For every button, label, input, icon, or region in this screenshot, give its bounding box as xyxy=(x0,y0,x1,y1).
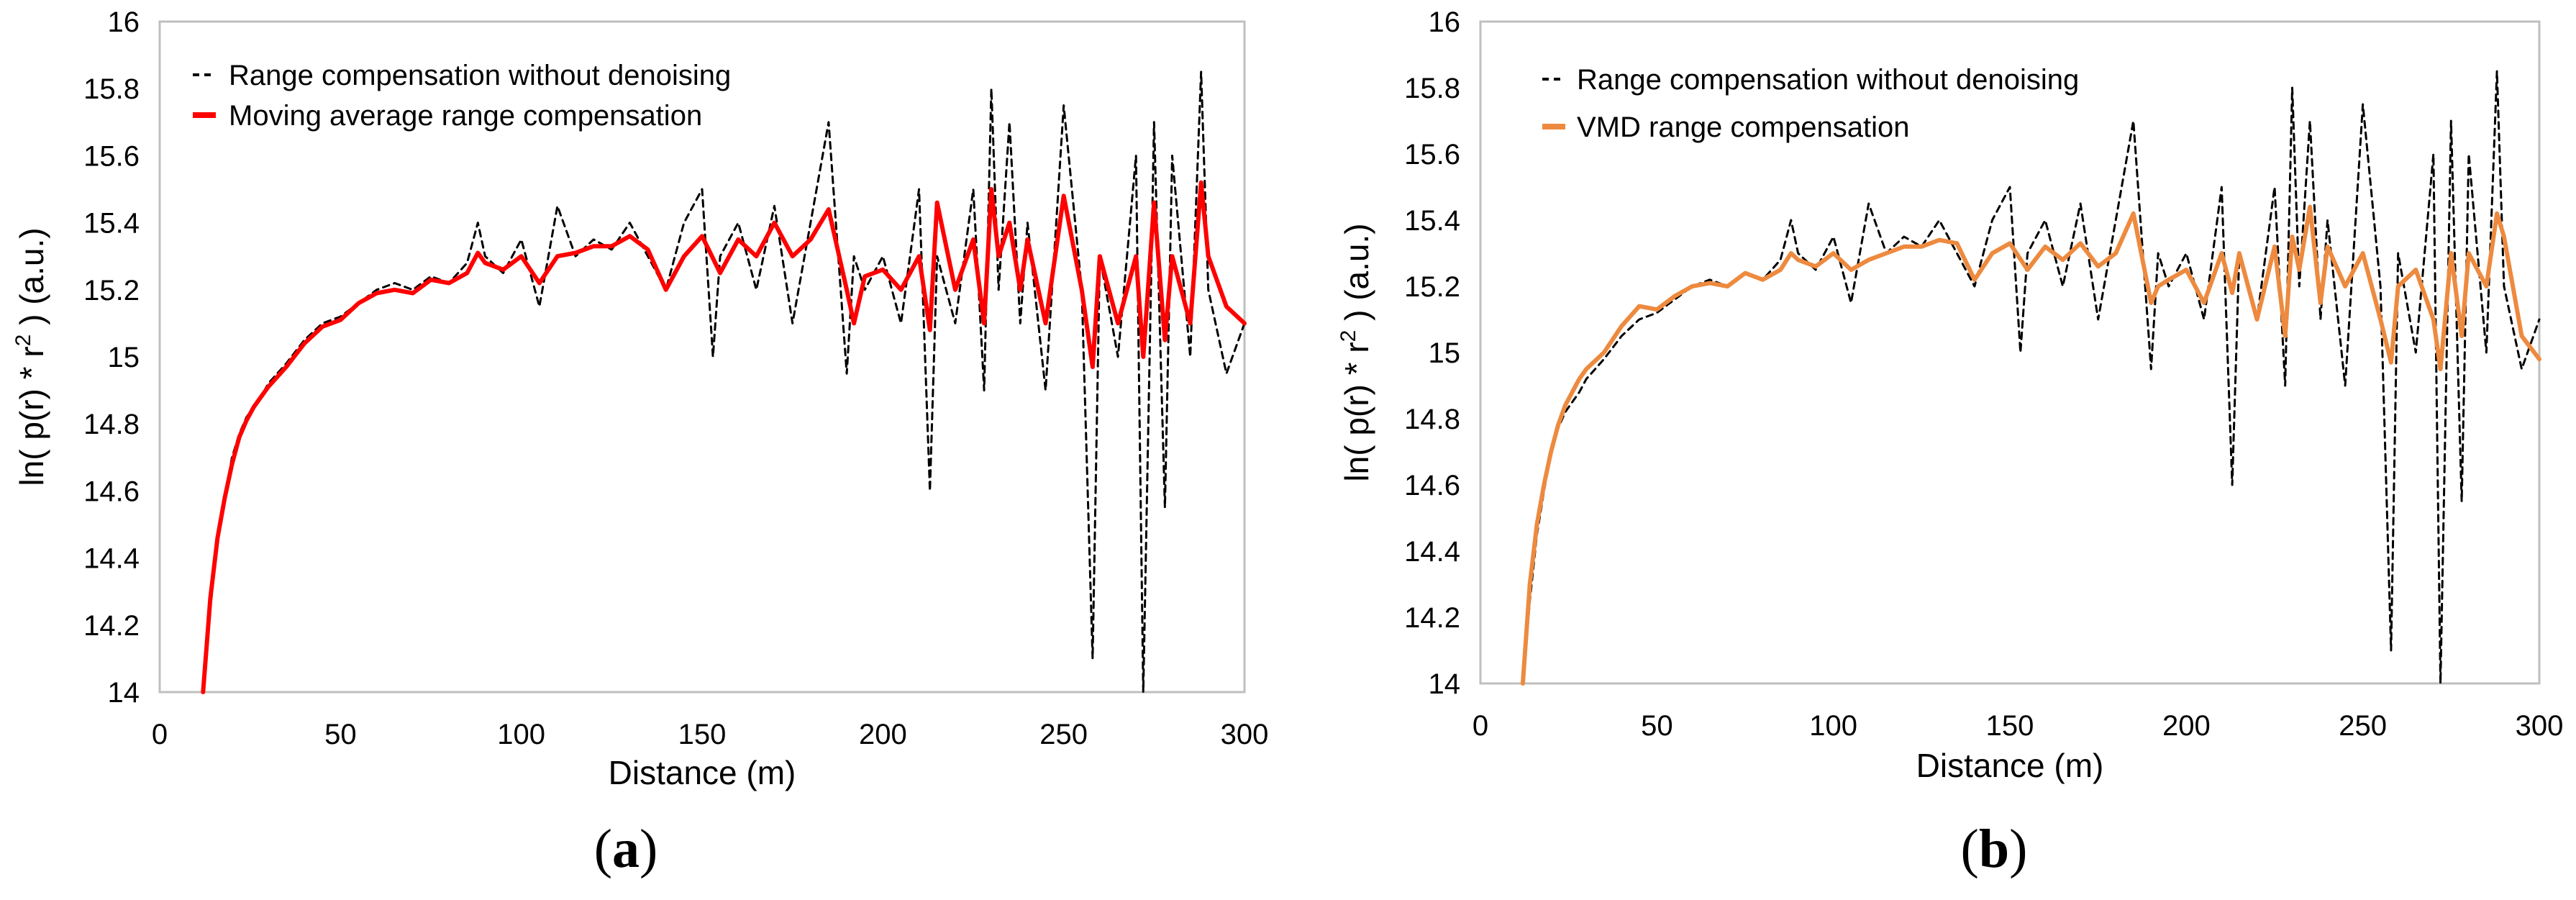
panel-label-a-close: ) xyxy=(640,819,657,879)
y-axis-title-b: ln( p(r) * r2 ) (a.u.) xyxy=(1337,223,1375,481)
panel-label-a-letter: a xyxy=(612,819,640,879)
x-axis-b: 0 50 100 150 200 250 300 xyxy=(1473,710,2564,742)
y-tick-label-a-1: 14.2 xyxy=(83,610,140,642)
y-axis-title-b-suffix: ) (a.u.) xyxy=(1338,223,1375,329)
y-axis-title-b-superscript: 2 xyxy=(1337,330,1360,342)
legend-a-label-noisy: Range compensation without denoising xyxy=(229,60,731,91)
x-tick-label-b-2: 100 xyxy=(1809,710,1857,742)
y-tick-label-a-6: 15.2 xyxy=(83,275,140,306)
noisy-series-line-b xyxy=(1521,70,2541,685)
x-axis-a: 0 50 100 150 200 250 300 xyxy=(152,719,1269,750)
y-tick-label-b-8: 15.6 xyxy=(1404,139,1460,171)
panel-label-b-letter: b xyxy=(1979,819,2009,879)
y-axis-title-b-main: ln( p(r) * r xyxy=(1338,342,1375,481)
x-tick-label-b-5: 250 xyxy=(2339,710,2387,742)
x-tick-label-a-6: 300 xyxy=(1221,719,1269,750)
series-noisy-a xyxy=(201,71,1246,694)
y-axis-b: 14 14.2 14.4 14.6 14.8 15 15.2 15.4 15.6 15.8 16 xyxy=(1404,6,1460,700)
x-tick-label-b-6: 300 xyxy=(2516,710,2564,742)
x-tick-label-b-4: 200 xyxy=(2162,710,2211,742)
y-tick-label-b-4: 14.8 xyxy=(1404,404,1460,435)
x-tick-label-a-2: 100 xyxy=(497,719,545,750)
y-tick-label-b-10: 16 xyxy=(1429,6,1461,38)
y-tick-label-b-5: 15 xyxy=(1429,337,1461,369)
y-axis-title-a-main: ln( p(r) * r xyxy=(13,346,50,486)
legend-b: Range compensation without denoising VMD… xyxy=(1542,64,2079,143)
panel-a: 0 50 100 150 200 250 300 1414.214.414.614.8151… xyxy=(12,6,1268,879)
legend-b-label-noisy: Range compensation without denoising xyxy=(1577,64,2079,96)
y-tick-label-a-8: 15.6 xyxy=(83,140,140,172)
denoised-series-line-a xyxy=(201,180,1247,694)
x-tick-label-a-5: 250 xyxy=(1039,719,1088,750)
y-tick-label-a-2: 14.4 xyxy=(83,543,140,575)
legend-b-label-denoised: VMD range compensation xyxy=(1577,112,1909,143)
noisy-series-line-a xyxy=(201,71,1246,694)
panel-b: 0 50 100 150 200 250 300 1414.214.414.614.8151… xyxy=(1337,6,2563,879)
panel-label-b-open: ( xyxy=(1961,819,1979,879)
x-tick-label-a-3: 150 xyxy=(678,719,727,750)
y-tick-label-b-7: 15.4 xyxy=(1404,205,1460,237)
panel-label-b: (b) xyxy=(1961,819,2028,879)
y-axis-title-a-suffix: ) (a.u.) xyxy=(13,227,50,334)
y-axis-a: 14 14.2 14.4 14.6 14.8 15 15.2 15.4 15.6 15.8 16 xyxy=(83,6,140,709)
y-tick-label-a-7: 15.4 xyxy=(83,208,140,240)
y-tick-label-a-5: 15 xyxy=(108,342,140,373)
x-tick-label-b-0: 0 xyxy=(1473,710,1488,742)
legend-a: Range compensation without denoising Mov… xyxy=(193,60,731,132)
x-axis-title-a: Distance (m) xyxy=(609,754,796,791)
panel-label-a: (a) xyxy=(594,819,658,879)
series-denoised-a xyxy=(201,180,1247,694)
y-tick-label-b-1: 14.2 xyxy=(1404,602,1460,634)
x-tick-label-a-4: 200 xyxy=(859,719,907,750)
y-tick-label-a-9: 15.8 xyxy=(83,73,140,105)
y-tick-label-a-4: 14.8 xyxy=(83,409,140,440)
y-tick-label-b-9: 15.8 xyxy=(1404,73,1460,104)
x-tick-label-b-1: 50 xyxy=(1641,710,1673,742)
series-noisy-b xyxy=(1521,70,2541,685)
y-tick-label-a-10: 16 xyxy=(108,6,140,38)
panel-label-a-open: ( xyxy=(594,819,612,879)
x-tick-label-b-3: 150 xyxy=(1986,710,2034,742)
panel-label-b-close: ) xyxy=(2009,819,2027,879)
y-axis-title-a-superscript: 2 xyxy=(12,335,35,347)
y-tick-label-b-6: 15.2 xyxy=(1404,271,1460,303)
x-tick-label-a-1: 50 xyxy=(324,719,357,750)
legend-a-label-denoised: Moving average range compensation xyxy=(229,100,702,132)
series-denoised-b xyxy=(1520,204,2541,686)
plot-area-b xyxy=(1479,20,2541,685)
y-tick-label-b-0: 14 xyxy=(1429,668,1461,700)
denoised-series-line-b xyxy=(1520,204,2541,686)
x-tick-label-a-0: 0 xyxy=(152,719,168,750)
y-tick-label-b-3: 14.6 xyxy=(1404,470,1460,501)
y-tick-label-a-0: 14 xyxy=(108,677,140,709)
y-tick-label-a-3: 14.6 xyxy=(83,476,140,507)
y-tick-label-b-2: 14.4 xyxy=(1404,536,1460,568)
x-axis-title-b: Distance (m) xyxy=(1916,747,2104,784)
plot-area-a xyxy=(158,20,1246,694)
y-axis-title-a: ln( p(r) * r2 ) (a.u.) xyxy=(12,227,50,486)
